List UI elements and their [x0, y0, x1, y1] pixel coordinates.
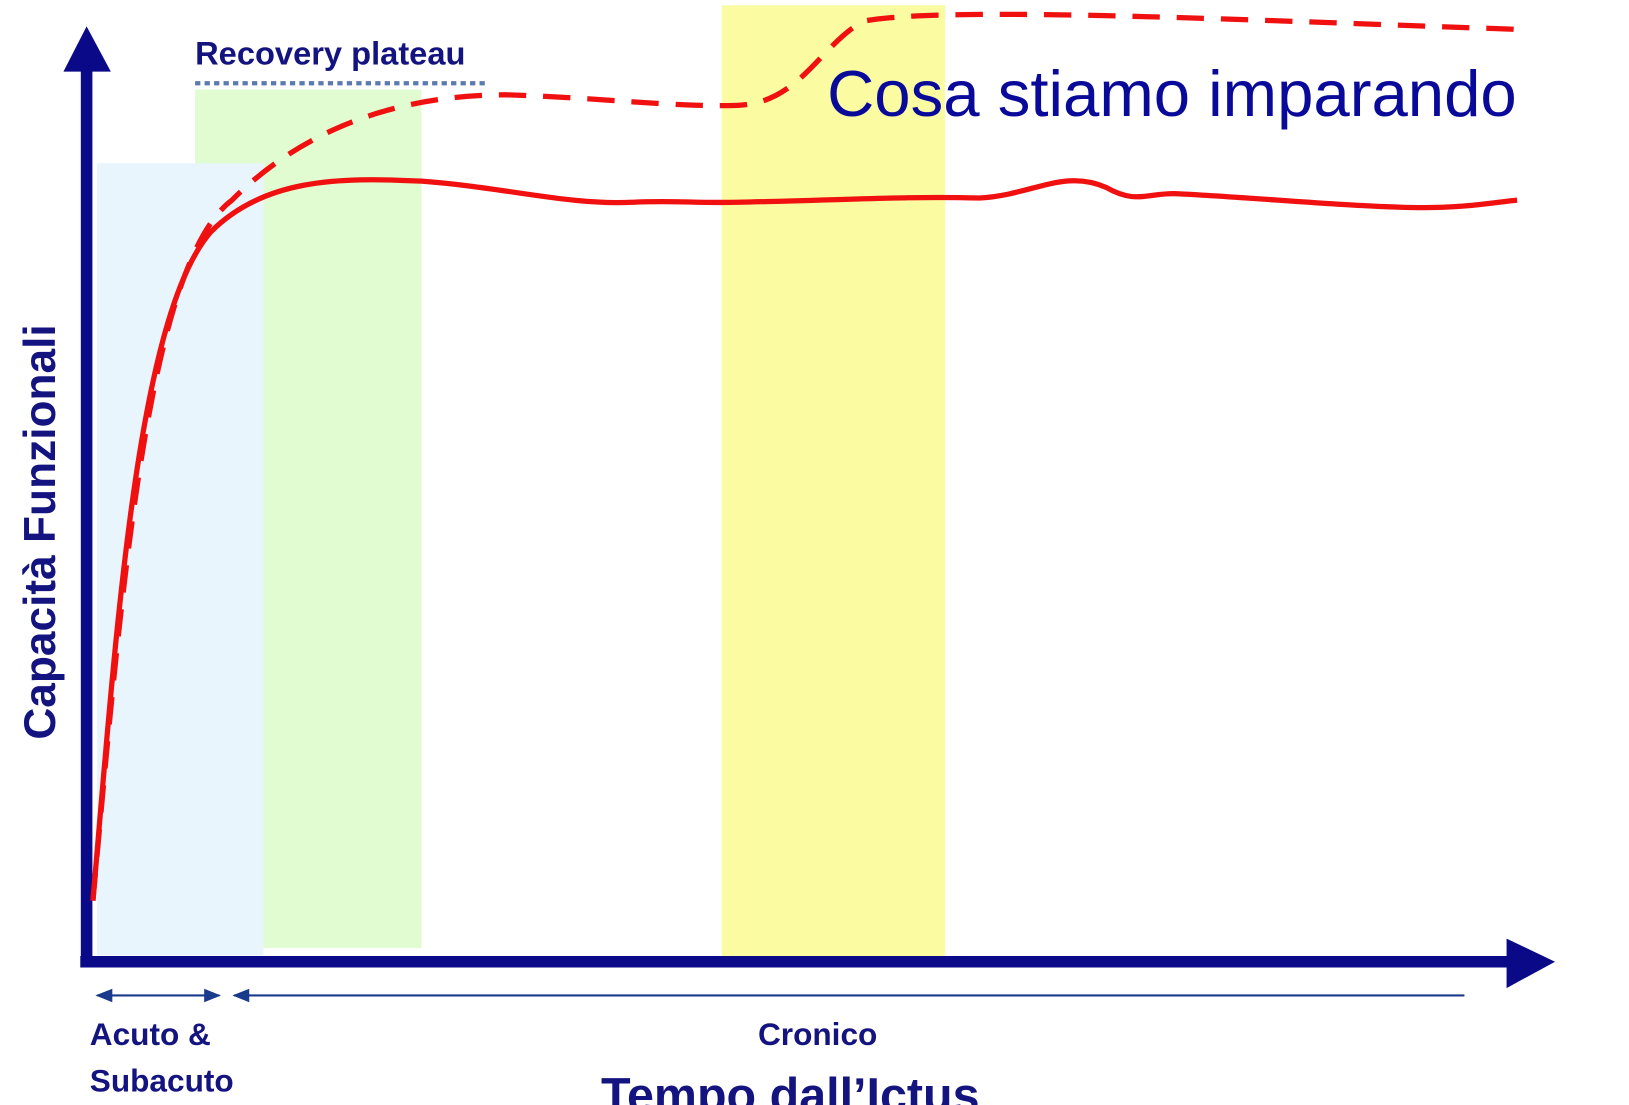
- standard-curve: [90, 177, 1518, 901]
- y-axis-arrow: [63, 26, 111, 72]
- learning-label: Cosa stiamo imparando: [827, 57, 1517, 130]
- chronic-label: Cronico: [758, 1016, 877, 1052]
- subacute-label: Subacuto: [90, 1062, 234, 1098]
- y-axis-label: Capacità Funzionali: [16, 324, 65, 739]
- chronic-zone: [721, 5, 946, 957]
- x-axis-label: Tempo dall’Ictus: [601, 1068, 980, 1105]
- plateau-label: Recovery plateau: [195, 34, 465, 71]
- x-axis-arrow: [1506, 938, 1556, 989]
- acute-label: Acuto &: [90, 1016, 211, 1052]
